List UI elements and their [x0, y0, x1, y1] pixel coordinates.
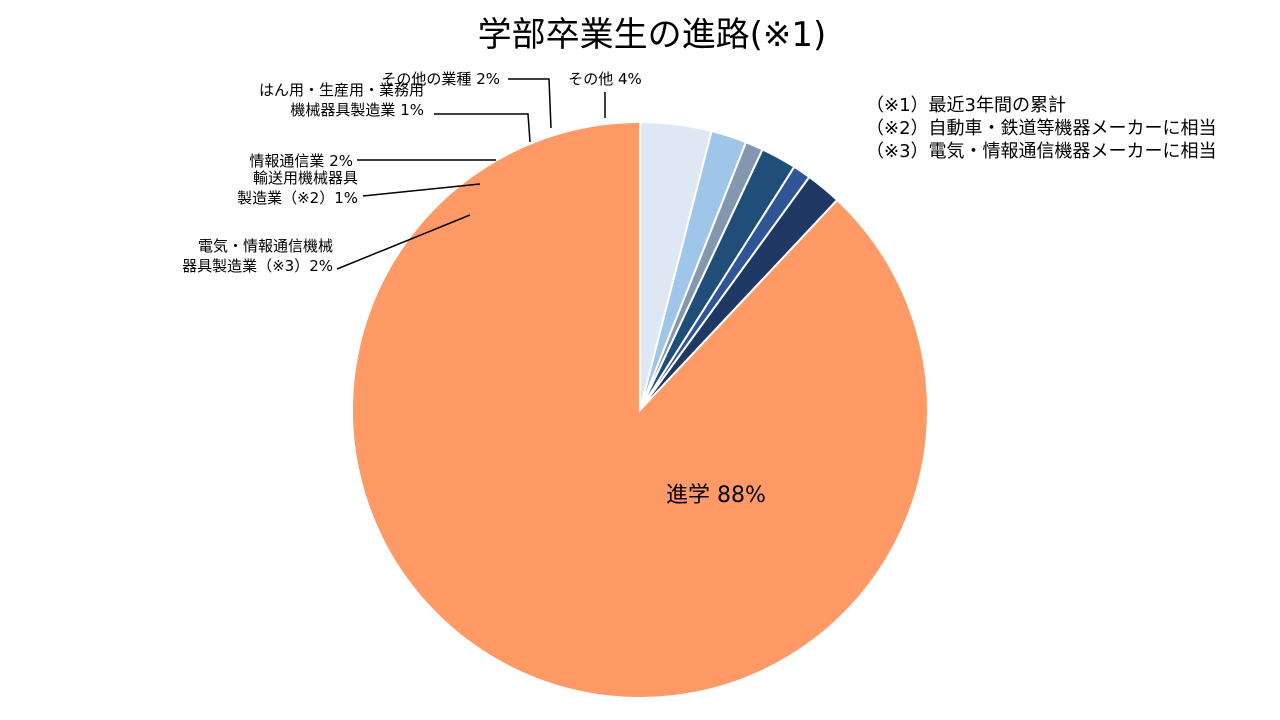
leader-lines	[336, 78, 606, 270]
footnotes: （※1）最近3年間の累計 （※2）自動車・鉄道等機器メーカーに相当 （※3）電気…	[866, 95, 1217, 162]
slice-label-line: 機械器具製造業 1%	[290, 101, 424, 119]
slice-label-line: 製造業（※2）1%	[237, 189, 358, 207]
leader-line-2	[508, 78, 552, 129]
slice-label-line: 輸送用機械器具	[253, 169, 358, 187]
slice-label-2: その他の業種 2%	[381, 70, 500, 88]
chart-title: 学部卒業生の進路(※1)	[478, 15, 827, 55]
pie-slices	[351, 120, 929, 699]
slice-label-5: 輸送用機械器具製造業（※2）1%	[237, 169, 358, 207]
slice-label-line: はん用・生産用・業務用	[259, 81, 424, 99]
footnote-3: （※3）電気・情報通信機器メーカーに相当	[866, 141, 1217, 162]
leader-line-6	[336, 214, 471, 270]
slice-label-7: 進学 88%	[666, 483, 766, 508]
slice-label-line: 器具製造業（※3）2%	[182, 257, 333, 275]
slice-label-3: はん用・生産用・業務用機械器具製造業 1%	[259, 81, 424, 119]
slice-label-line: 情報通信業 2%	[249, 152, 353, 170]
footnote-2: （※2）自動車・鉄道等機器メーカーに相当	[866, 118, 1217, 139]
slice-label-6: 電気・情報通信機械器具製造業（※3）2%	[182, 237, 333, 275]
slice-labels: その他 4% その他の業種 2%はん用・生産用・業務用機械器具製造業 1% 情報通信…	[182, 70, 766, 508]
footnote-1: （※1）最近3年間の累計	[866, 95, 1066, 116]
leader-line-5	[362, 183, 481, 197]
leader-line-3	[434, 113, 531, 143]
slice-label-1: その他 4%	[568, 70, 642, 88]
slice-label-line: その他の業種 2%	[381, 70, 500, 88]
pie-slice-7	[351, 120, 929, 699]
slice-label-line: 電気・情報通信機械	[198, 237, 333, 255]
slice-label-4: 情報通信業 2%	[249, 152, 353, 170]
slice-label-line: その他 4%	[568, 70, 642, 88]
